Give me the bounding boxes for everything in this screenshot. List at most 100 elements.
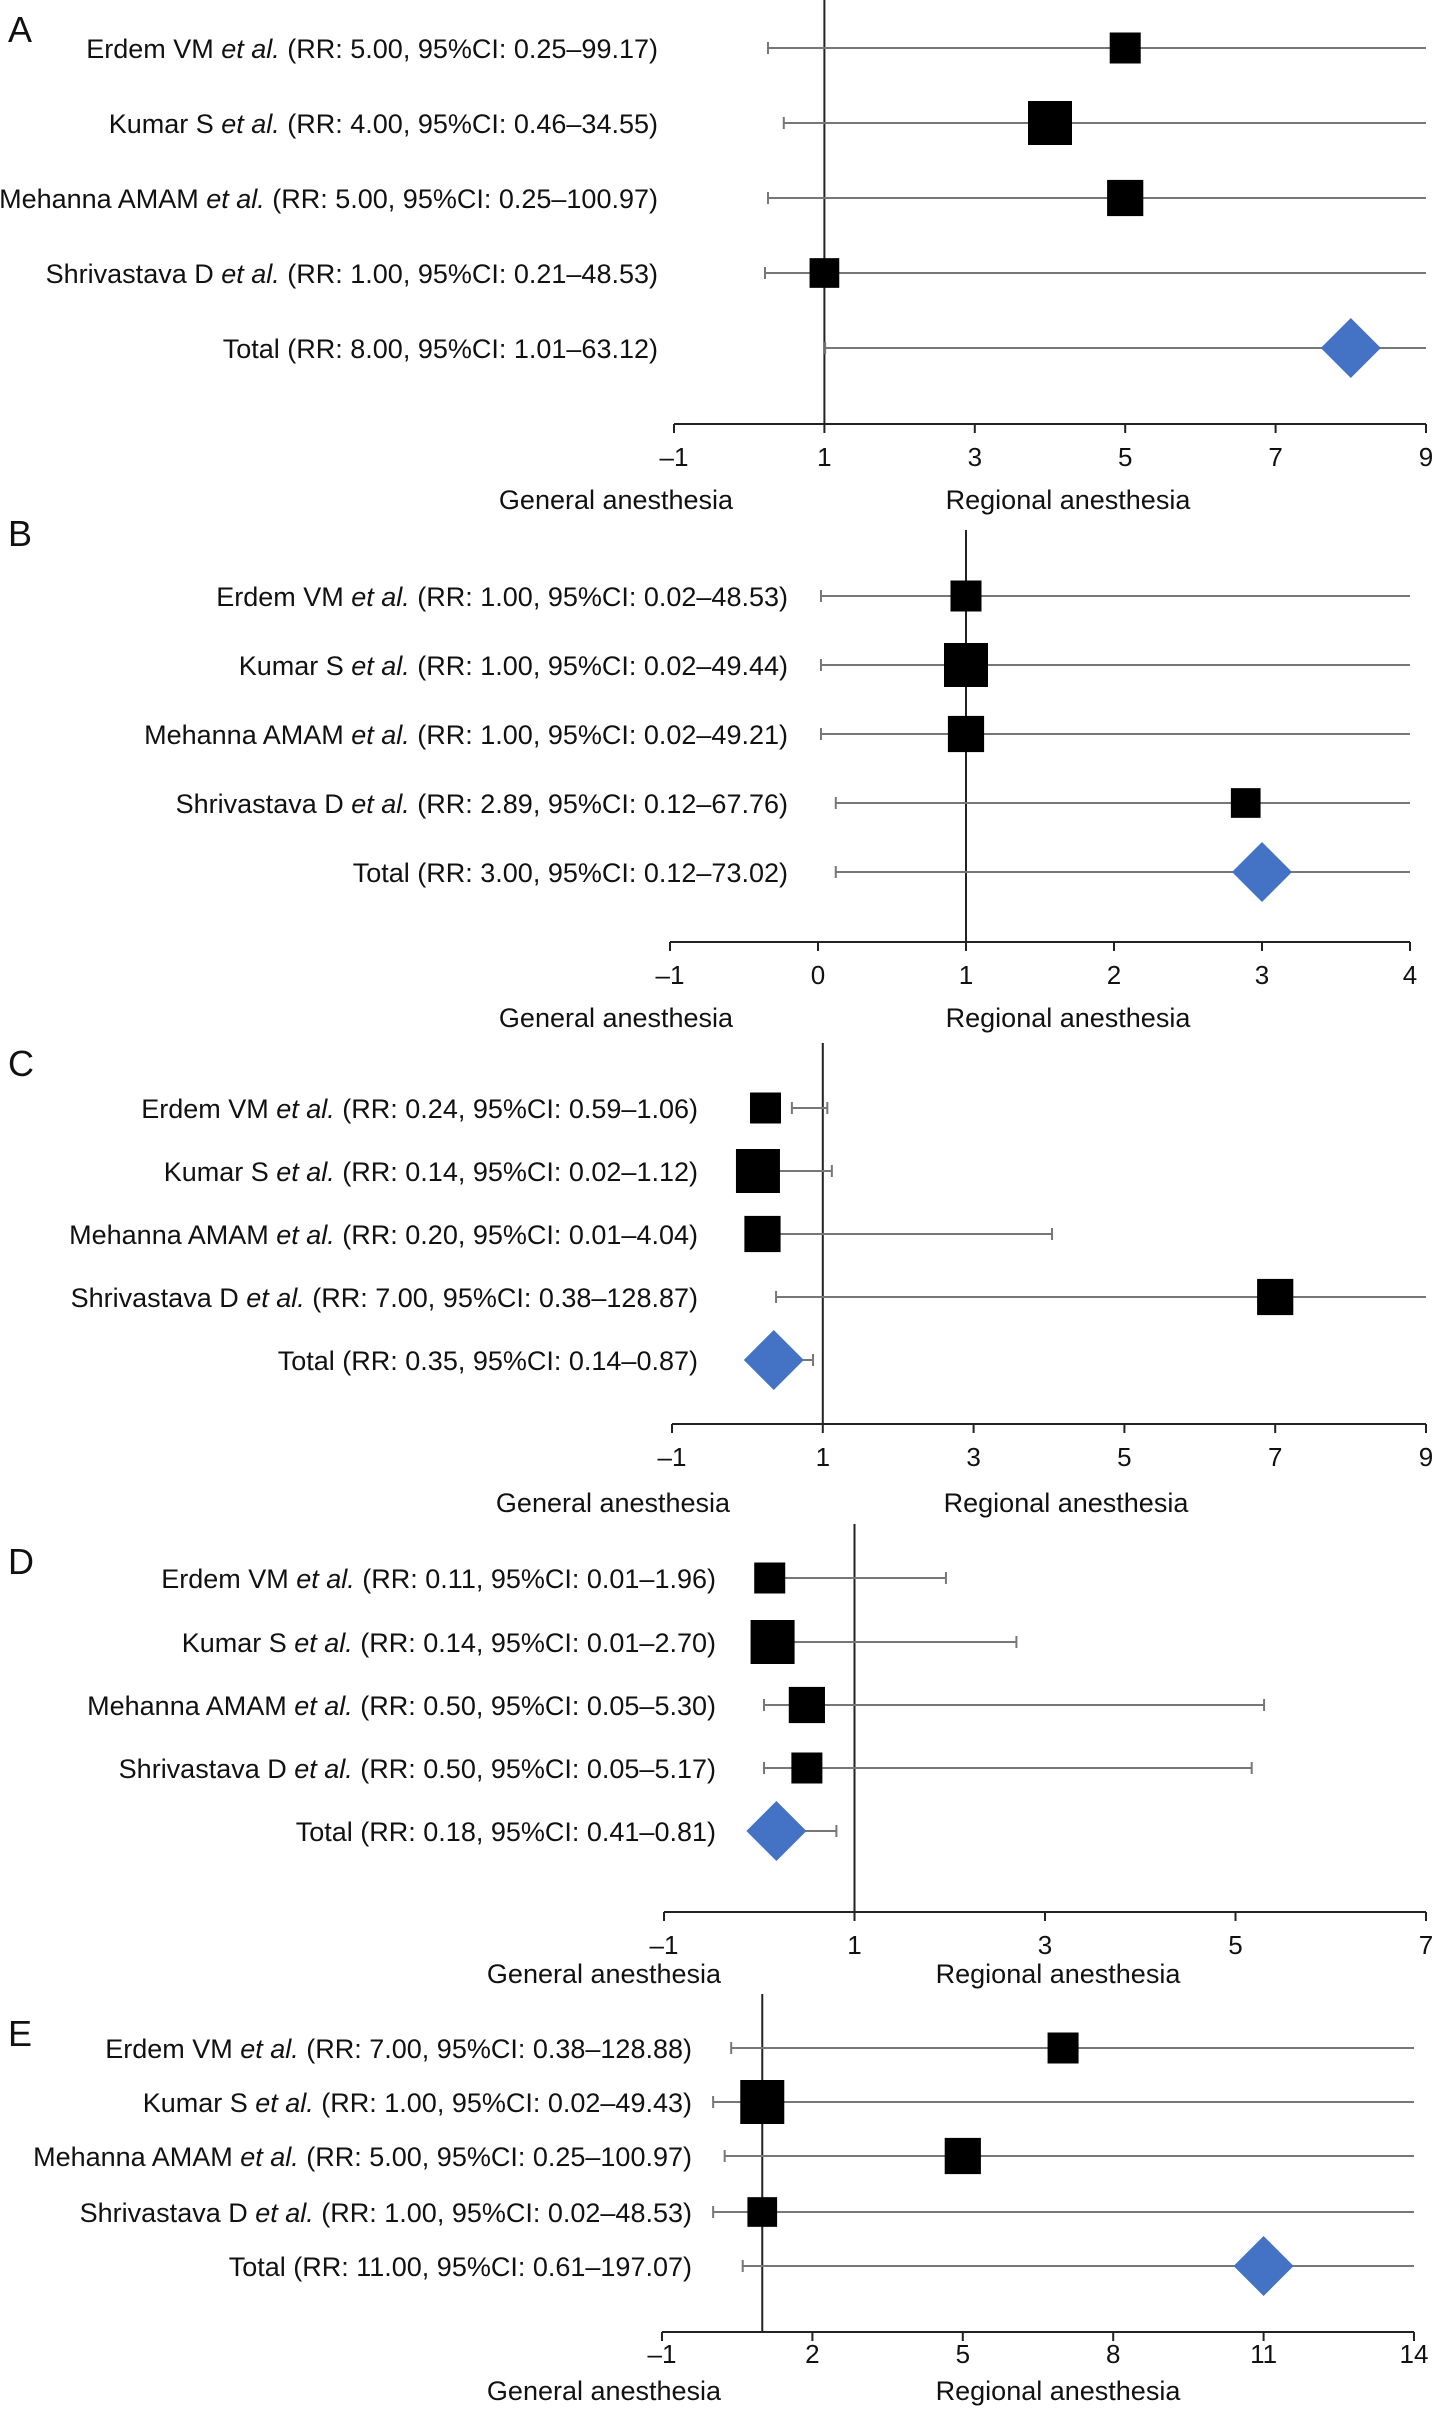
x-tick-label: 3 xyxy=(1038,1930,1052,1960)
study-label: Erdem VM et al. (RR: 1.00, 95%CI: 0.02–4… xyxy=(216,582,788,612)
study-label: Erdem VM et al. (RR: 5.00, 95%CI: 0.25–9… xyxy=(86,34,658,64)
forest-panel-c: C –1 1 3 5 7 9 General anesthesia Regional anest… xyxy=(8,1043,1433,1518)
study-etal: et al. xyxy=(255,2198,321,2228)
xlabel-general-anesthesia: General anesthesia xyxy=(487,2376,722,2406)
study-etal: et al. xyxy=(246,1283,312,1313)
study-label: Shrivastava D et al. (RR: 1.00, 95%CI: 0… xyxy=(80,2198,692,2228)
study-author: Mehanna AMAM xyxy=(87,1691,294,1721)
study-etal: et al. xyxy=(296,1564,362,1594)
x-tick-label: 14 xyxy=(1400,2339,1429,2369)
effect-square xyxy=(1257,1278,1294,1316)
x-tick-label: 11 xyxy=(1250,2339,1277,2369)
study-author: Mehanna AMAM xyxy=(69,1220,276,1250)
study-label: Mehanna AMAM et al. (RR: 5.00, 95%CI: 0.… xyxy=(33,2142,692,2172)
study-label: Total (RR: 11.00, 95%CI: 0.61–197.07) xyxy=(229,2252,692,2282)
study-stats: (RR: 0.14, 95%CI: 0.01–2.70) xyxy=(360,1628,716,1658)
pooled-diamond xyxy=(1233,2236,1294,2296)
effect-square xyxy=(735,1149,780,1193)
study-author: Shrivastava D xyxy=(71,1283,247,1313)
x-tick-label: 7 xyxy=(1268,1442,1282,1472)
effect-square xyxy=(1107,179,1144,217)
x-tick-label: 1 xyxy=(959,960,973,990)
x-tick-label: –1 xyxy=(650,1930,679,1960)
effect-square xyxy=(749,1092,781,1124)
study-etal: et al. xyxy=(221,109,287,139)
study-author: Total xyxy=(278,1346,343,1376)
forest-panel-d: D –1 1 3 5 7 General anesthesia Regional anesth… xyxy=(8,1524,1433,1989)
forest-panel-a: A –1 1 3 5 7 9 General anesthesia Regional anest… xyxy=(0,0,1433,515)
x-tick-label: 5 xyxy=(956,2339,970,2369)
xlabel-general-anesthesia: General anesthesia xyxy=(499,1003,734,1033)
study-label: Erdem VM et al. (RR: 0.11, 95%CI: 0.01–1… xyxy=(161,1564,716,1594)
study-author: Shrivastava D xyxy=(46,259,222,289)
x-tick-label: 1 xyxy=(817,442,831,472)
study-author: Total xyxy=(223,334,288,364)
x-tick-label: 5 xyxy=(1117,1442,1131,1472)
x-tick-label: 5 xyxy=(1118,442,1132,472)
study-stats: (RR: 0.14, 95%CI: 0.02–1.12) xyxy=(342,1157,698,1187)
study-label: Kumar S et al. (RR: 0.14, 95%CI: 0.02–1.… xyxy=(164,1157,698,1187)
study-author: Erdem VM xyxy=(105,2034,240,2064)
study-etal: et al. xyxy=(276,1220,342,1250)
total-row: Total (RR: 0.35, 95%CI: 0.14–0.87) xyxy=(278,1330,814,1390)
xlabel-regional-anesthesia: Regional anesthesia xyxy=(936,1959,1182,1989)
study-row: Shrivastava D et al. (RR: 2.89, 95%CI: 0… xyxy=(176,788,1410,819)
study-label: Shrivastava D et al. (RR: 0.50, 95%CI: 0… xyxy=(119,1754,716,1784)
study-etal: et al. xyxy=(351,582,417,612)
study-etal: et al. xyxy=(221,34,287,64)
xlabel-general-anesthesia: General anesthesia xyxy=(499,485,734,515)
study-row: Erdem VM et al. (RR: 0.11, 95%CI: 0.01–1… xyxy=(161,1562,947,1594)
effect-square xyxy=(1047,2032,1079,2064)
study-label: Total (RR: 3.00, 95%CI: 0.12–73.02) xyxy=(353,858,788,888)
x-tick-label: –1 xyxy=(658,1442,687,1472)
study-etal: et al. xyxy=(221,259,287,289)
study-etal: et al. xyxy=(255,2088,321,2118)
study-etal: et al. xyxy=(294,1691,360,1721)
study-author: Kumar S xyxy=(182,1628,295,1658)
pooled-diamond xyxy=(743,1330,804,1390)
xlabel-regional-anesthesia: Regional anesthesia xyxy=(946,1003,1192,1033)
x-tick-label: 1 xyxy=(816,1442,830,1472)
study-row: Kumar S et al. (RR: 1.00, 95%CI: 0.02–49… xyxy=(143,2080,1414,2124)
effect-square xyxy=(747,2197,778,2227)
study-author: Erdem VM xyxy=(86,34,221,64)
xlabel-general-anesthesia: General anesthesia xyxy=(487,1959,722,1989)
study-stats: (RR: 1.00, 95%CI: 0.21–48.53) xyxy=(287,259,658,289)
study-label: Mehanna AMAM et al. (RR: 5.00, 95%CI: 0.… xyxy=(0,184,658,214)
study-label: Kumar S et al. (RR: 0.14, 95%CI: 0.01–2.… xyxy=(182,1628,716,1658)
study-row: Kumar S et al. (RR: 1.00, 95%CI: 0.02–49… xyxy=(239,643,1410,687)
study-row: Kumar S et al. (RR: 0.14, 95%CI: 0.01–2.… xyxy=(182,1620,1018,1664)
effect-square xyxy=(809,258,840,288)
x-tick-label: 5 xyxy=(1228,1930,1242,1960)
study-stats: (RR: 8.00, 95%CI: 1.01–63.12) xyxy=(287,334,658,364)
study-label: Erdem VM et al. (RR: 7.00, 95%CI: 0.38–1… xyxy=(105,2034,692,2064)
study-stats: (RR: 11.00, 95%CI: 0.61–197.07) xyxy=(293,2252,692,2282)
study-row: Kumar S et al. (RR: 0.14, 95%CI: 0.02–1.… xyxy=(164,1149,833,1193)
x-tick-label: –1 xyxy=(656,960,685,990)
study-label: Total (RR: 0.35, 95%CI: 0.14–0.87) xyxy=(278,1346,698,1376)
effect-square xyxy=(1028,101,1072,145)
effect-square xyxy=(1109,32,1141,64)
study-author: Total xyxy=(229,2252,294,2282)
study-row: Mehanna AMAM et al. (RR: 0.20, 95%CI: 0.… xyxy=(69,1215,1054,1253)
study-row: Mehanna AMAM et al. (RR: 5.00, 95%CI: 0.… xyxy=(33,2137,1414,2175)
study-etal: et al. xyxy=(294,1754,360,1784)
study-row: Erdem VM et al. (RR: 7.00, 95%CI: 0.38–1… xyxy=(105,2032,1414,2064)
study-label: Kumar S et al. (RR: 4.00, 95%CI: 0.46–34… xyxy=(109,109,658,139)
study-etal: et al. xyxy=(351,789,417,819)
study-stats: (RR: 0.35, 95%CI: 0.14–0.87) xyxy=(342,1346,698,1376)
study-author: Mehanna AMAM xyxy=(0,184,206,214)
study-label: Mehanna AMAM et al. (RR: 0.20, 95%CI: 0.… xyxy=(69,1220,698,1250)
panel-label: E xyxy=(8,2013,32,2054)
study-stats: (RR: 1.00, 95%CI: 0.02–49.43) xyxy=(321,2088,692,2118)
study-row: Mehanna AMAM et al. (RR: 0.50, 95%CI: 0.… xyxy=(87,1686,1266,1724)
study-label: Total (RR: 8.00, 95%CI: 1.01–63.12) xyxy=(223,334,658,364)
study-etal: et al. xyxy=(294,1628,360,1658)
study-stats: (RR: 1.00, 95%CI: 0.02–48.53) xyxy=(321,2198,692,2228)
x-tick-label: 3 xyxy=(968,442,982,472)
panel-label: D xyxy=(8,1541,34,1582)
study-stats: (RR: 0.18, 95%CI: 0.41–0.81) xyxy=(360,1817,716,1847)
study-row: Mehanna AMAM et al. (RR: 1.00, 95%CI: 0.… xyxy=(144,715,1410,753)
study-row: Mehanna AMAM et al. (RR: 5.00, 95%CI: 0.… xyxy=(0,179,1426,217)
